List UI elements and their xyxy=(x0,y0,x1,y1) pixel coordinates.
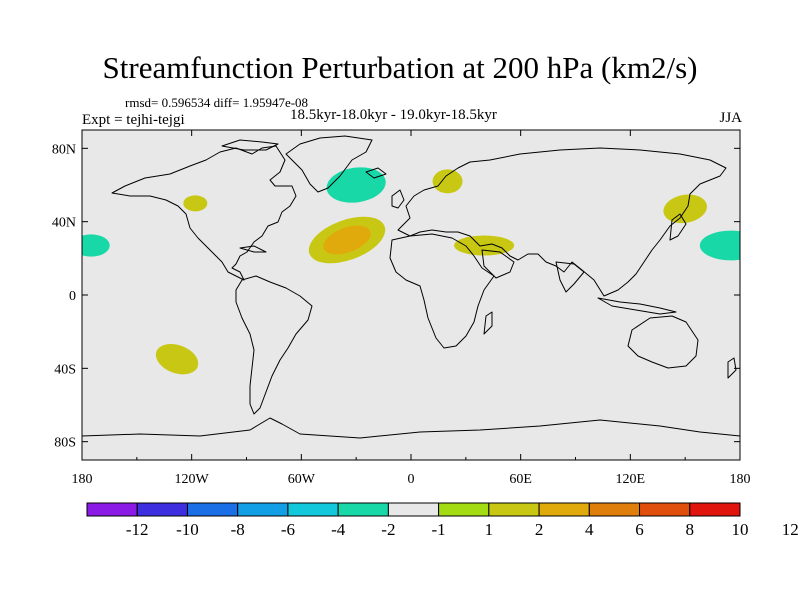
coast-antarctica xyxy=(82,417,740,439)
colorbar-label: 1 xyxy=(485,520,494,539)
colorbar-swatch xyxy=(387,502,440,517)
y-tick-label: 80S xyxy=(54,436,76,451)
coast-arctic-islands xyxy=(221,139,279,151)
anomaly-contour xyxy=(479,193,544,221)
anomaly-region xyxy=(680,221,740,270)
colorbar-label: -2 xyxy=(381,520,395,539)
experiment-label: Expt = tejhi-tejgi xyxy=(82,112,185,128)
period-label: 18.5kyr-18.0kyr - 19.0kyr-18.5kyr xyxy=(290,107,497,123)
anomaly-contour xyxy=(432,169,463,194)
colorbar-label: 6 xyxy=(635,520,644,539)
x-tick-label: 180 xyxy=(730,472,751,487)
coast-british-isles xyxy=(391,189,405,209)
x-tick-label: 0 xyxy=(408,472,415,487)
colorbar-label: -10 xyxy=(176,520,199,539)
coast-japan xyxy=(669,213,687,241)
anomaly-region xyxy=(663,194,707,224)
x-tick-label: 60E xyxy=(509,472,532,487)
anomaly-region xyxy=(82,227,122,264)
colorbar-swatch xyxy=(438,502,490,517)
x-tick-label: 120E xyxy=(616,472,646,487)
anomaly-region xyxy=(479,193,544,221)
colorbar-swatch xyxy=(639,502,691,517)
x-tick-label: 60W xyxy=(288,472,316,487)
coast-madagascar xyxy=(483,311,493,335)
anomaly-region xyxy=(122,388,151,403)
coast-arabia xyxy=(481,249,515,279)
colorbar-label: -1 xyxy=(432,520,446,539)
coast-indonesia xyxy=(597,297,677,315)
colorbar-swatch xyxy=(86,502,138,517)
colorbar-label: 4 xyxy=(585,520,594,539)
anomaly-contour xyxy=(183,195,208,212)
anomaly-contour xyxy=(663,194,707,224)
colorbar-label: 2 xyxy=(535,520,544,539)
colorbar-swatch xyxy=(488,502,540,517)
y-tick-label: 40N xyxy=(52,216,76,231)
colorbar-swatch xyxy=(237,502,289,517)
anomaly-contour xyxy=(82,234,110,257)
anomaly-region xyxy=(183,195,208,212)
y-tick-label: 80N xyxy=(52,142,76,157)
map-axes: 180 120W 60W 0 60E 120E 180 80N 40N 0 40S 80S xyxy=(52,130,751,487)
anomaly-region xyxy=(155,344,199,375)
colorbar-label: -12 xyxy=(126,520,149,539)
chart-title: Streamfunction Perturbation at 200 hPa (… xyxy=(102,50,698,85)
stats-label: rmsd= 0.596534 diff= 1.95947e-08 xyxy=(125,95,309,110)
coast-australia xyxy=(627,315,699,369)
season-label: JJA xyxy=(719,110,742,126)
colorbar-label: -8 xyxy=(231,520,245,539)
colorbar-swatch xyxy=(337,502,389,517)
colorbar-label: 10 xyxy=(732,520,749,539)
x-tick-label: 120W xyxy=(175,472,210,487)
anomaly-contour xyxy=(421,321,474,350)
y-tick-label: 40S xyxy=(54,362,76,377)
colorbar-label: -4 xyxy=(331,520,346,539)
coast-eurasia xyxy=(397,147,727,297)
anomaly-region xyxy=(432,169,463,194)
colorbar-swatch xyxy=(588,502,641,517)
coast-africa xyxy=(389,233,495,349)
anomaly-contour xyxy=(122,388,151,403)
y-tick-label: 0 xyxy=(69,289,76,304)
coast-greenland xyxy=(285,135,373,193)
colorbar: -12 -10 -8 -6 -4 -2 -1 1 2 4 6 8 10 12 xyxy=(86,502,799,539)
coast-new-zealand xyxy=(727,357,737,379)
coast-india xyxy=(555,261,585,293)
coast-south-america xyxy=(235,275,313,415)
anomaly-region xyxy=(421,321,474,350)
coastlines xyxy=(82,135,740,439)
colorbar-swatch xyxy=(689,502,741,517)
anomaly-contour xyxy=(155,344,199,375)
anomaly-layer xyxy=(82,156,740,403)
colorbar-swatch xyxy=(136,502,188,517)
anomaly-contour xyxy=(323,225,371,255)
anomaly-region xyxy=(308,216,386,264)
coast-iceland xyxy=(365,167,387,179)
x-tick-label: 180 xyxy=(72,472,93,487)
colorbar-label: -6 xyxy=(281,520,295,539)
coast-caribbean xyxy=(239,245,267,253)
coast-north-america xyxy=(111,145,297,281)
anomaly-contour xyxy=(699,230,740,261)
colorbar-swatch xyxy=(287,502,339,517)
colorbar-label: 8 xyxy=(686,520,695,539)
colorbar-swatch xyxy=(538,502,590,517)
map-background xyxy=(82,130,740,460)
colorbar-label: 12 xyxy=(782,520,799,539)
colorbar-swatch xyxy=(186,502,239,517)
